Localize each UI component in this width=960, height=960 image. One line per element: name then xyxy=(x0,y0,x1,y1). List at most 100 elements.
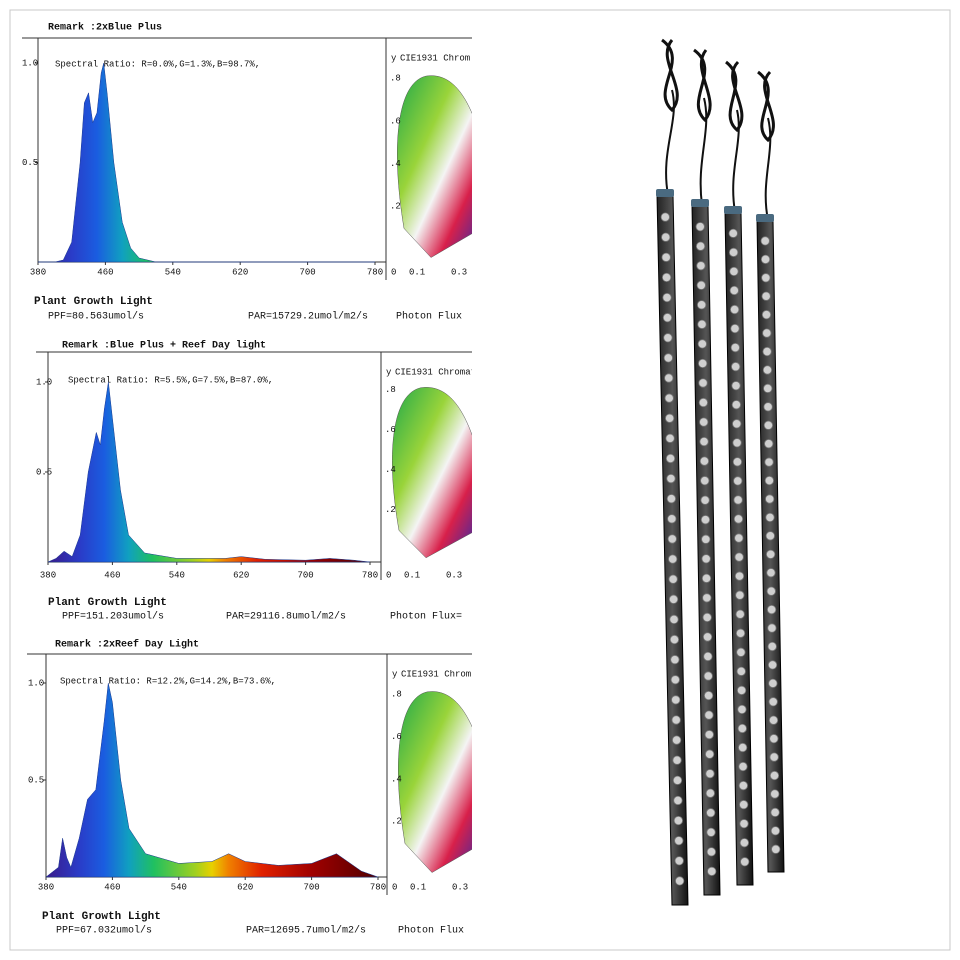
led xyxy=(766,604,777,615)
cable-coil xyxy=(661,38,775,143)
led xyxy=(706,827,716,837)
spectrum-area xyxy=(38,62,375,263)
led xyxy=(763,383,773,393)
led xyxy=(733,514,744,524)
led xyxy=(736,685,747,695)
led xyxy=(736,647,746,657)
caption: Plant Growth Light xyxy=(48,597,167,609)
cie-title: CIE1931 Chromat xyxy=(395,367,476,377)
x-tick-label: 700 xyxy=(299,267,315,277)
led xyxy=(769,752,779,762)
led xyxy=(696,280,706,290)
spectrum-area xyxy=(45,682,379,878)
cie-x-tick-label: 0.1 xyxy=(409,267,425,277)
led xyxy=(764,439,774,449)
cie-x-tick-label: 0.3 xyxy=(452,882,468,892)
photon-flux: Photon Flux xyxy=(398,925,464,937)
led xyxy=(668,574,678,584)
led xyxy=(671,715,681,725)
led xyxy=(734,552,744,562)
led xyxy=(767,641,777,652)
y-tick-label: 0.5 xyxy=(22,158,38,168)
led xyxy=(734,533,744,543)
led xyxy=(701,554,711,564)
spectrum-chart: Remark :2xBlue Plus Spectral Ratio: R=0.0… xyxy=(22,22,472,323)
par: PAR=15729.2umol/m2/s xyxy=(248,311,368,323)
charts: Remark :2xBlue Plus Spectral Ratio: R=0.0… xyxy=(22,22,476,937)
led xyxy=(706,808,716,818)
led xyxy=(665,433,675,443)
x-tick-label: 460 xyxy=(104,570,120,580)
led xyxy=(769,770,780,781)
led xyxy=(732,419,742,429)
led xyxy=(698,358,708,369)
x-tick-label: 700 xyxy=(297,570,313,580)
led xyxy=(695,241,706,251)
led xyxy=(704,730,714,740)
chart-title: Remark :2xBlue Plus xyxy=(48,22,162,34)
spectrum-chart: Remark :Blue Plus + Reef Day light Spectr… xyxy=(36,340,476,623)
led xyxy=(666,473,676,484)
led xyxy=(764,457,774,467)
spectral-ratio: Spectral Ratio: R=12.2%,G=14.2%,B=73.6%, xyxy=(60,676,276,686)
led xyxy=(731,381,741,391)
cie-y-tick-label: .2 xyxy=(391,817,402,827)
led xyxy=(704,710,714,720)
led xyxy=(705,749,715,759)
led xyxy=(762,365,773,375)
led xyxy=(700,476,710,486)
led xyxy=(739,838,749,848)
led xyxy=(762,346,772,357)
led xyxy=(769,734,779,744)
cie-y-tick-label: .2 xyxy=(390,201,401,211)
cie-axis-label: y xyxy=(392,669,398,679)
led xyxy=(697,300,707,310)
led xyxy=(761,310,772,320)
led xyxy=(671,695,681,705)
led xyxy=(662,313,673,323)
x-tick-label: 620 xyxy=(237,882,253,892)
led-bars xyxy=(656,38,785,906)
x-tick-label: 780 xyxy=(370,882,386,892)
led xyxy=(731,362,741,372)
led xyxy=(766,586,776,596)
led xyxy=(664,393,674,403)
cie-y-tick-label: .6 xyxy=(391,732,402,742)
led xyxy=(766,549,776,559)
led xyxy=(703,651,713,662)
led xyxy=(765,531,775,541)
led xyxy=(702,593,712,603)
led xyxy=(729,285,739,296)
x-tick-label: 380 xyxy=(38,882,54,892)
led xyxy=(728,247,739,257)
led xyxy=(768,697,778,707)
led xyxy=(667,534,677,544)
cie-y-tick-label: .4 xyxy=(390,159,401,169)
led xyxy=(738,780,748,791)
cie-y-tick-label: .2 xyxy=(385,505,396,515)
cie-axis-label: y xyxy=(391,53,397,63)
ppf: PPF=80.563umol/s xyxy=(48,311,144,323)
caption: Plant Growth Light xyxy=(42,911,161,923)
photon-flux: Photon Flux xyxy=(396,311,462,323)
led xyxy=(733,476,743,486)
x-tick-label: 700 xyxy=(303,882,319,892)
led xyxy=(699,456,710,466)
cie-diagram xyxy=(392,387,472,559)
chart-title: Remark :2xReef Day Light xyxy=(55,639,199,651)
cie-x-tick-label: 0 xyxy=(392,882,397,892)
led xyxy=(673,815,683,826)
cie-y-tick-label: .8 xyxy=(390,74,401,84)
led xyxy=(699,436,709,447)
led xyxy=(766,568,776,578)
x-tick-label: 540 xyxy=(169,570,185,580)
cie-diagram xyxy=(397,75,472,258)
led xyxy=(763,402,773,412)
led xyxy=(697,339,707,349)
led xyxy=(696,261,706,271)
end-cap xyxy=(724,206,742,214)
led xyxy=(670,655,680,665)
led xyxy=(703,671,713,681)
cie-x-tick-label: 0.3 xyxy=(451,267,467,277)
